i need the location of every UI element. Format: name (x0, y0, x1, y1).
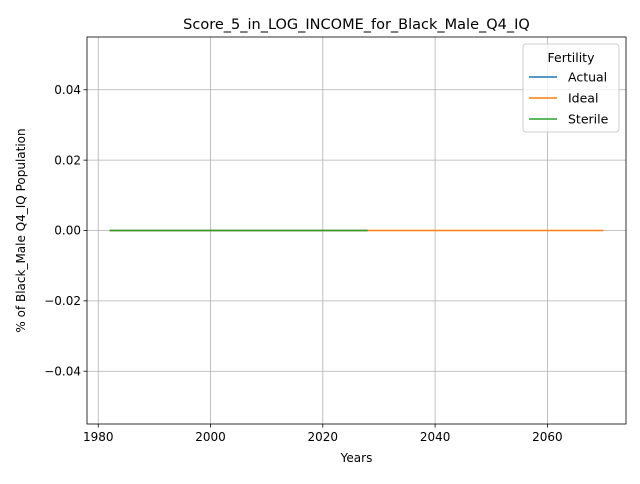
legend-box (522, 43, 620, 133)
y-axis-label: % of Black_Male Q4_IQ Population (14, 128, 28, 332)
legend-label-ideal: Ideal (568, 91, 598, 106)
chart-title: Score_5_in_LOG_INCOME_for_Black_Male_Q4_… (183, 17, 530, 33)
x-tick-label: 2000 (195, 430, 226, 444)
legend-label-actual: Actual (568, 70, 607, 85)
legend-items: Actual Ideal Sterile (529, 70, 609, 127)
x-tick-label: 2020 (308, 430, 339, 444)
y-tick-label: −0.02 (44, 294, 81, 308)
x-tick-label: 1980 (83, 430, 114, 444)
y-tick-label: 0.04 (54, 83, 81, 97)
y-tick-label: 0.00 (54, 224, 81, 238)
x-tick-label: 2060 (532, 430, 563, 444)
y-tick-label: −0.04 (44, 364, 81, 378)
axis-ticks: 1980 2000 2020 2040 2060 −0.04 −0.02 0.00 0.02 0.… (44, 83, 562, 444)
legend-label-sterile: Sterile (568, 112, 609, 127)
x-axis-label: Years (340, 451, 373, 465)
legend-title: Fertility (548, 50, 596, 65)
y-tick-label: 0.02 (54, 153, 81, 167)
x-tick-label: 2040 (420, 430, 451, 444)
legend: Fertility Actual Ideal Sterile (522, 43, 620, 133)
